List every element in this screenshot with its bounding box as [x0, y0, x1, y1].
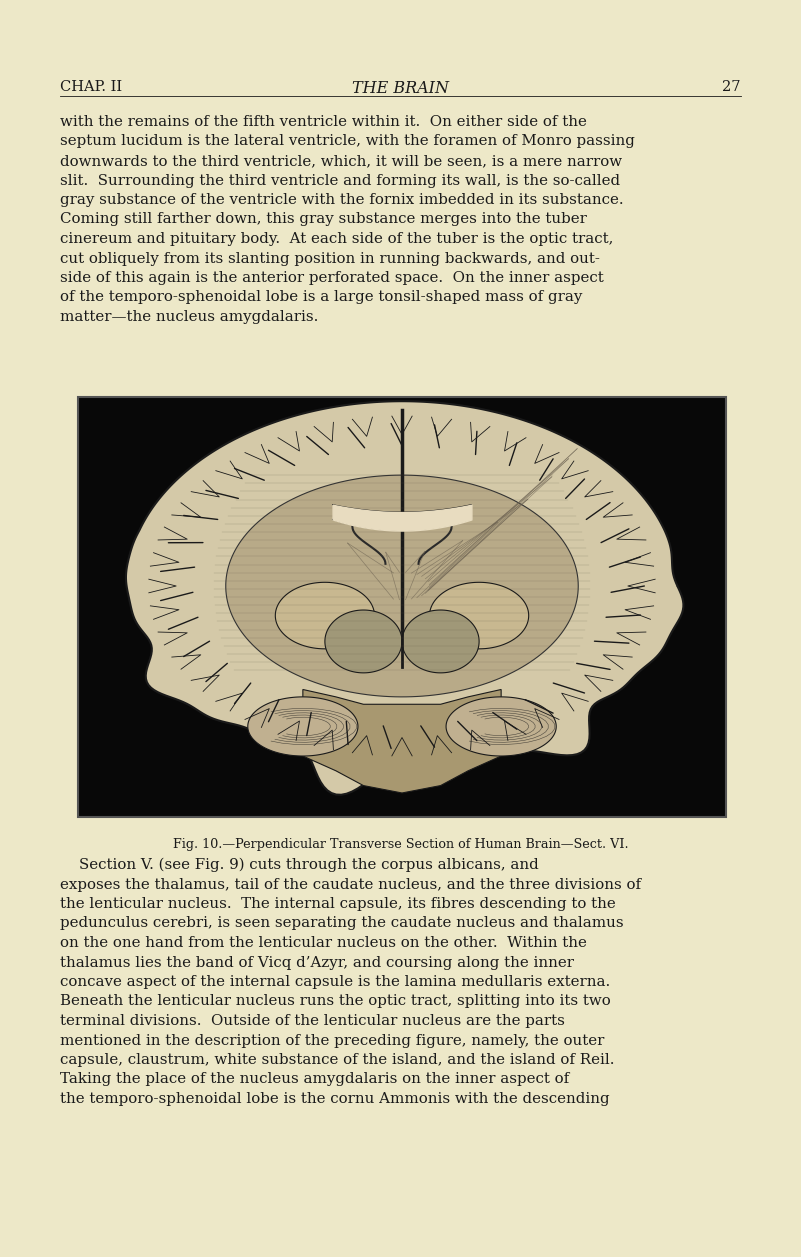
Polygon shape	[248, 696, 358, 755]
Text: gray substance of the ventricle with the fornix imbedded in its substance.: gray substance of the ventricle with the…	[60, 194, 624, 207]
Text: Fig. 10.—Perpendicular Transverse Section of Human Brain—Sect. VI.: Fig. 10.—Perpendicular Transverse Sectio…	[173, 838, 628, 851]
Text: the lenticular nucleus.  The internal capsule, its fibres descending to the: the lenticular nucleus. The internal cap…	[60, 897, 616, 911]
Text: cut obliquely from its slanting position in running backwards, and out-: cut obliquely from its slanting position…	[60, 251, 600, 265]
Polygon shape	[126, 401, 683, 794]
Bar	[78, 397, 726, 817]
Text: septum lucidum is the lateral ventricle, with the foramen of Monro passing: septum lucidum is the lateral ventricle,…	[60, 134, 635, 148]
Text: exposes the thalamus, tail of the caudate nucleus, and the three divisions of: exposes the thalamus, tail of the caudat…	[60, 877, 641, 891]
Text: of the temporo-sphenoidal lobe is a large tonsil-shaped mass of gray: of the temporo-sphenoidal lobe is a larg…	[60, 290, 582, 304]
Text: the temporo-sphenoidal lobe is the cornu Ammonis with the descending: the temporo-sphenoidal lobe is the cornu…	[60, 1092, 610, 1106]
Text: Beneath the lenticular nucleus runs the optic tract, splitting into its two: Beneath the lenticular nucleus runs the …	[60, 994, 611, 1008]
Text: thalamus lies the band of Vicq d’Azyr, and coursing along the inner: thalamus lies the band of Vicq d’Azyr, a…	[60, 955, 574, 969]
Text: on the one hand from the lenticular nucleus on the other.  Within the: on the one hand from the lenticular nucl…	[60, 936, 587, 950]
Polygon shape	[325, 610, 402, 672]
Text: Coming still farther down, this gray substance merges into the tuber: Coming still farther down, this gray sub…	[60, 212, 587, 226]
Polygon shape	[429, 582, 529, 649]
Polygon shape	[276, 582, 374, 649]
Bar	[78, 397, 726, 817]
Text: cinereum and pituitary body.  At each side of the tuber is the optic tract,: cinereum and pituitary body. At each sid…	[60, 233, 614, 246]
Text: side of this again is the anterior perforated space.  On the inner aspect: side of this again is the anterior perfo…	[60, 272, 604, 285]
Text: mentioned in the description of the preceding figure, namely, the outer: mentioned in the description of the prec…	[60, 1033, 605, 1047]
Text: Section V. (see Fig. 9) cuts through the corpus albicans, and: Section V. (see Fig. 9) cuts through the…	[60, 859, 539, 872]
Text: Taking the place of the nucleus amygdalaris on the inner aspect of: Taking the place of the nucleus amygdala…	[60, 1072, 570, 1086]
Polygon shape	[303, 690, 501, 793]
Text: with the remains of the fifth ventricle within it.  On either side of the: with the remains of the fifth ventricle …	[60, 114, 587, 129]
Text: matter—the nucleus amygdalaris.: matter—the nucleus amygdalaris.	[60, 310, 319, 324]
Text: capsule, claustrum, white substance of the island, and the island of Reil.: capsule, claustrum, white substance of t…	[60, 1053, 614, 1067]
Text: pedunculus cerebri, is seen separating the caudate nucleus and thalamus: pedunculus cerebri, is seen separating t…	[60, 916, 624, 930]
Text: CHAP. II: CHAP. II	[60, 80, 123, 94]
Text: THE BRAIN: THE BRAIN	[352, 80, 449, 97]
Text: concave aspect of the internal capsule is the lamina medullaris externa.: concave aspect of the internal capsule i…	[60, 975, 610, 989]
Text: 27: 27	[723, 80, 741, 94]
Polygon shape	[226, 475, 578, 696]
Text: terminal divisions.  Outside of the lenticular nucleus are the parts: terminal divisions. Outside of the lenti…	[60, 1014, 565, 1028]
Text: slit.  Surrounding the third ventricle and forming its wall, is the so-called: slit. Surrounding the third ventricle an…	[60, 173, 620, 187]
Text: downwards to the third ventricle, which, it will be seen, is a mere narrow: downwards to the third ventricle, which,…	[60, 155, 622, 168]
Polygon shape	[446, 696, 556, 755]
Polygon shape	[402, 610, 479, 672]
